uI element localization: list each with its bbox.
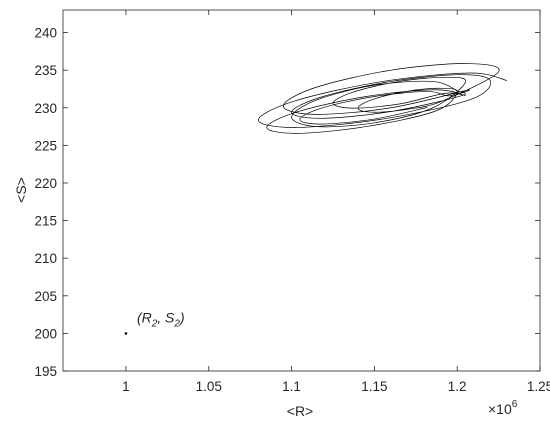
annotation-subscript: 2 [173,318,180,329]
annotation-text: , S [157,309,175,325]
y-axis-label: <S> [13,177,29,203]
y-tick-label: 210 [34,251,57,266]
y-tick-label: 205 [34,289,57,304]
y-tick-label: 200 [34,326,57,341]
x-tick-label: 1.1 [282,379,301,394]
y-tick-label: 240 [34,26,57,41]
x-axis-label: <R> [287,403,313,419]
x-tick-label: 1.05 [196,379,222,394]
x-multiplier: ×106 [488,399,518,417]
x-tick-label: 1.15 [361,379,387,394]
x-multiplier-base: ×10 [488,401,512,417]
annotation-text: ) [178,309,185,325]
plot-box [62,9,541,372]
y-tick-label: 235 [34,63,57,78]
y-tick-label: 215 [34,214,57,229]
trajectory [258,63,507,134]
annotation-subscript: 2 [151,318,158,329]
annotation: (R2, S2) [137,309,185,329]
x-multiplier-exponent: 6 [512,399,518,410]
y-tick-label: 195 [34,364,57,379]
y-tick-label: 220 [34,176,57,191]
x-tick-label: 1.25 [527,379,550,394]
annotation-text: (R [137,309,152,325]
x-tick-label: 1 [122,379,130,394]
y-tick-label: 225 [34,138,57,153]
point-marker [124,332,128,335]
x-tick-label: 1.2 [448,379,467,394]
y-tick-label: 230 [34,101,57,116]
